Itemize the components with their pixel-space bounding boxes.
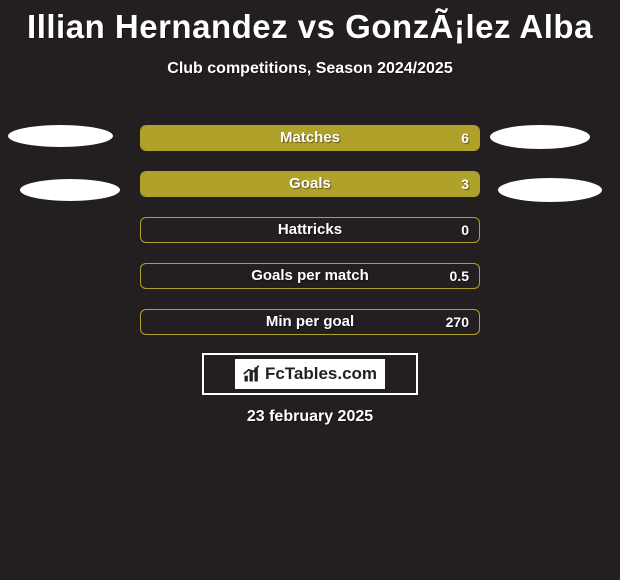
- right-ellipse-1: [490, 125, 590, 149]
- date-label: 23 february 2025: [0, 408, 620, 426]
- stat-value: 0: [461, 218, 469, 242]
- stat-row-goals-per-match: Goals per match 0.5: [140, 263, 480, 289]
- left-ellipse-1: [8, 125, 113, 147]
- comparison-infographic: Illian Hernandez vs GonzÃ¡lez Alba Club …: [0, 0, 620, 580]
- source-badge-inner: FcTables.com: [235, 359, 385, 389]
- stat-label: Goals: [141, 172, 479, 196]
- stat-row-goals: Goals 3: [140, 171, 480, 197]
- stat-label: Hattricks: [141, 218, 479, 242]
- right-ellipse-2: [498, 178, 602, 202]
- stat-value: 6: [461, 126, 469, 150]
- stat-row-min-per-goal: Min per goal 270: [140, 309, 480, 335]
- stat-rows: Matches 6 Goals 3 Hattricks 0 Goals per …: [140, 125, 480, 355]
- stat-row-matches: Matches 6: [140, 125, 480, 151]
- source-badge-text: FcTables.com: [265, 364, 377, 384]
- stat-row-hattricks: Hattricks 0: [140, 217, 480, 243]
- stat-label: Min per goal: [141, 310, 479, 334]
- page-title: Illian Hernandez vs GonzÃ¡lez Alba: [0, 0, 620, 46]
- stat-label: Goals per match: [141, 264, 479, 288]
- bar-chart-icon: [241, 364, 263, 384]
- source-badge: FcTables.com: [202, 353, 418, 395]
- left-ellipse-2: [20, 179, 120, 201]
- stat-value: 270: [446, 310, 469, 334]
- page-subtitle: Club competitions, Season 2024/2025: [0, 60, 620, 78]
- stat-value: 0.5: [450, 264, 469, 288]
- stat-value: 3: [461, 172, 469, 196]
- stat-label: Matches: [141, 126, 479, 150]
